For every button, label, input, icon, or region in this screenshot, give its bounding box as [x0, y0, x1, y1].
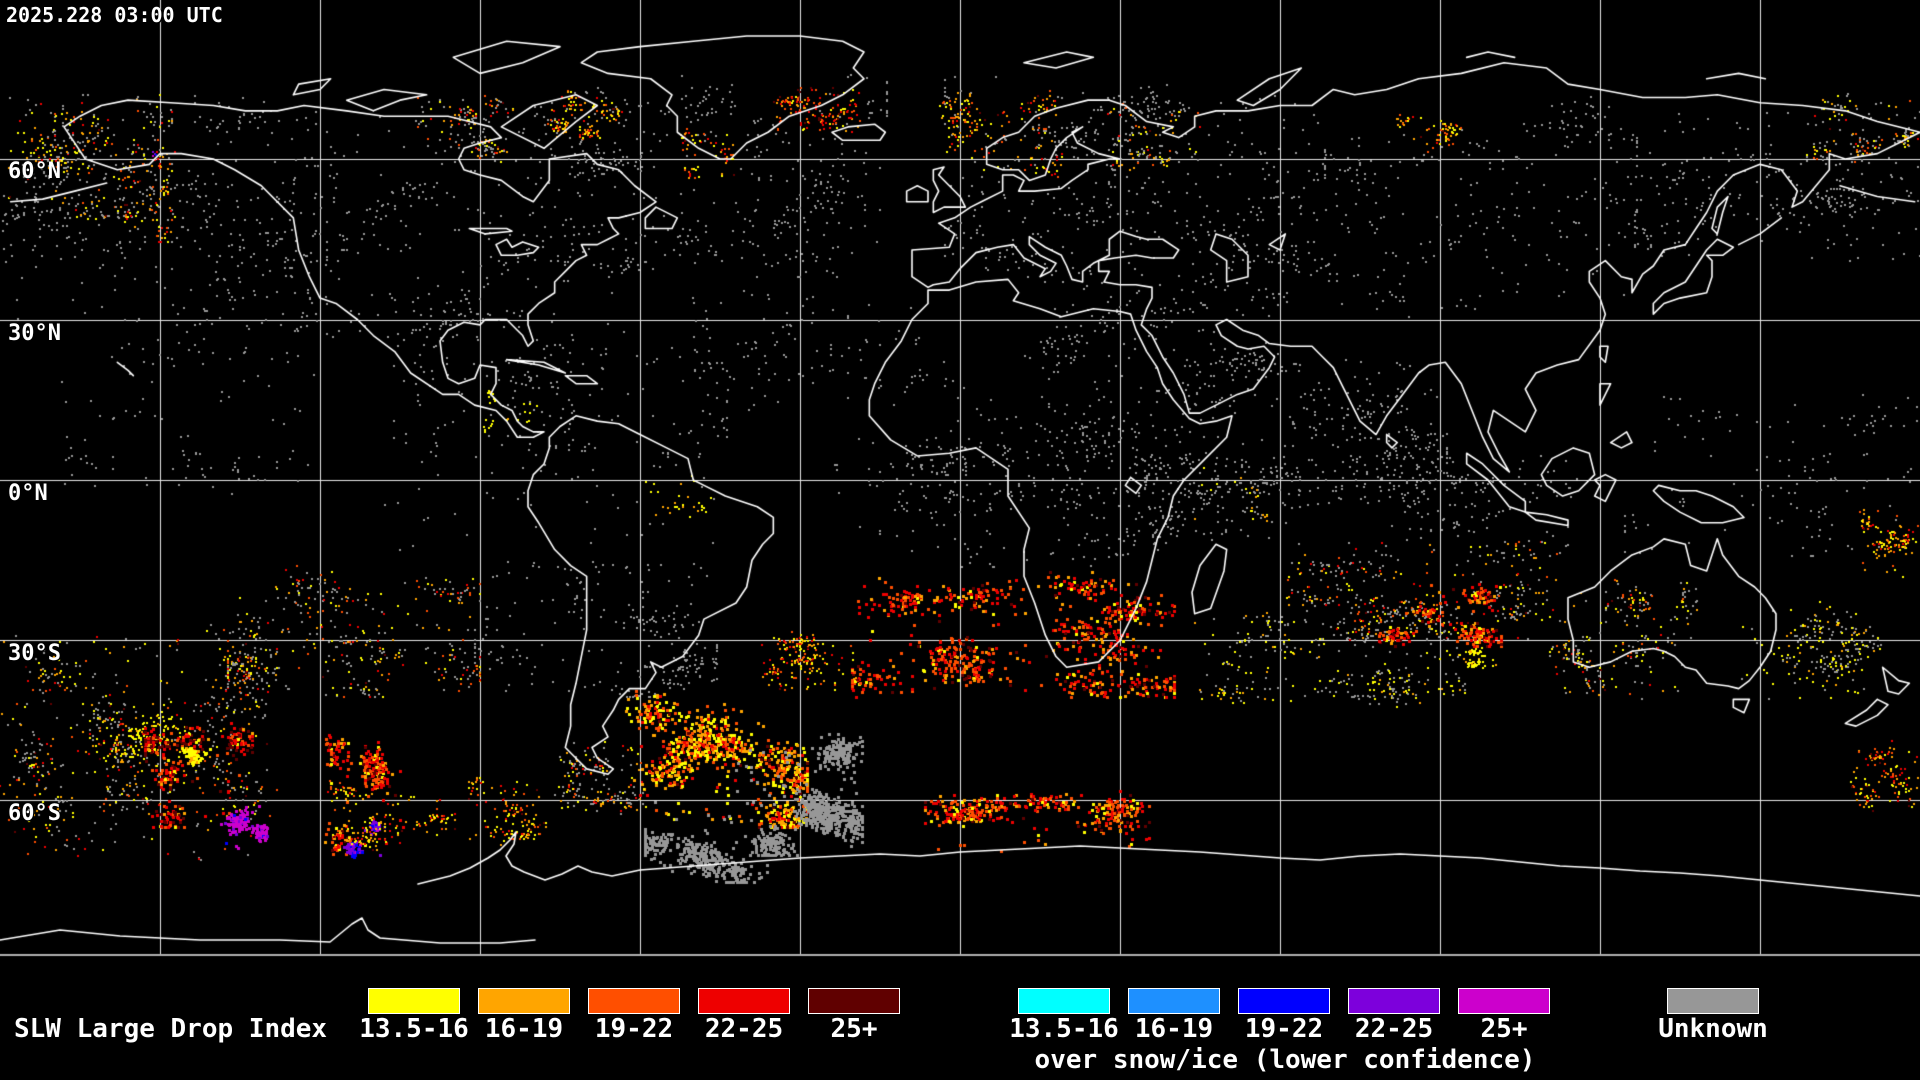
legend-primary-swatch	[698, 988, 790, 1014]
legend-title: SLW Large Drop Index	[14, 1014, 328, 1044]
legend-primary-label: 25+	[830, 1014, 878, 1044]
legend-snowice-caption: over snow/ice (lower confidence)	[1034, 1045, 1536, 1075]
legend-unknown-label: Unknown	[1658, 1014, 1768, 1044]
legend-unknown-swatch	[1667, 988, 1759, 1014]
legend-snowice-swatch	[1348, 988, 1440, 1014]
legend-snowice-label: 25+	[1480, 1014, 1528, 1044]
legend-snowice-swatch	[1018, 988, 1110, 1014]
latitude-label: 0°N	[8, 481, 48, 506]
world-map-canvas	[0, 0, 1920, 957]
legend-snowice-swatch	[1238, 988, 1330, 1014]
legend-primary-label: 13.5-16	[359, 1014, 469, 1044]
legend-primary-label: 22-25	[704, 1014, 784, 1044]
legend-snowice-label: 13.5-16	[1009, 1014, 1119, 1044]
legend-primary-swatch	[808, 988, 900, 1014]
legend-primary-swatch	[478, 988, 570, 1014]
latitude-label: 30°S	[8, 641, 61, 666]
legend-snowice-label: 19-22	[1244, 1014, 1324, 1044]
latitude-label: 30°N	[8, 321, 61, 346]
timestamp: 2025.228 03:00 UTC	[6, 3, 223, 27]
legend-primary-label: 16-19	[484, 1014, 564, 1044]
legend-primary-label: 19-22	[594, 1014, 674, 1044]
latitude-label: 60°S	[8, 801, 61, 826]
legend-snowice-label: 22-25	[1354, 1014, 1434, 1044]
legend-primary-swatch	[368, 988, 460, 1014]
legend-primary-swatch	[588, 988, 680, 1014]
legend-snowice-swatch	[1458, 988, 1550, 1014]
latitude-label: 60°N	[8, 159, 61, 184]
legend-snowice-label: 16-19	[1134, 1014, 1214, 1044]
legend-snowice-swatch	[1128, 988, 1220, 1014]
